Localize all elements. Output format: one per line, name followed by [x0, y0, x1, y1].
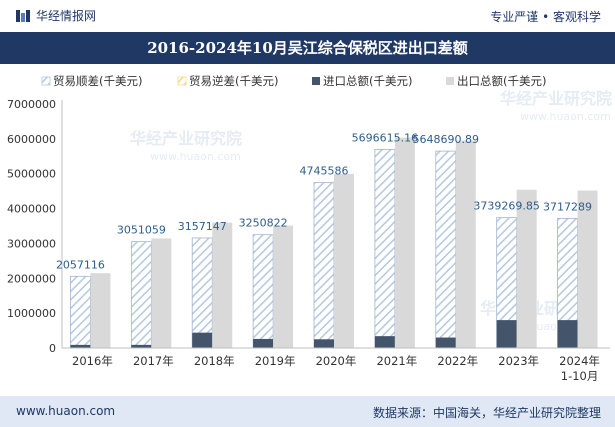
- y-tick-label: 1000000: [7, 307, 56, 320]
- x-tick-label: 2018年: [194, 354, 235, 368]
- surplus-bar: [191, 237, 213, 349]
- import-bar: [70, 344, 91, 348]
- chart-title: 2016-2024年10月吴江综合保税区进出口差额: [147, 39, 468, 57]
- brand: 华经情报网: [16, 7, 96, 24]
- top-bar: 华经情报网 专业严谨 • 客观科学: [0, 0, 615, 32]
- export-bar: [394, 137, 415, 348]
- export-bar: [334, 173, 354, 348]
- y-tick-label: 6000000: [7, 133, 56, 146]
- y-tick-label: 4000000: [7, 203, 56, 216]
- y-tick-label: 3000000: [7, 237, 56, 250]
- brand-logo-icon: [16, 9, 30, 22]
- data-label: 3051059: [117, 224, 166, 237]
- surplus-bar: [313, 182, 335, 349]
- bar-group: 3157147: [178, 220, 233, 349]
- data-label: 5648690.89: [413, 133, 479, 146]
- y-tick-label: 2000000: [7, 272, 56, 285]
- x-tick-label: 2019年: [255, 354, 296, 368]
- chart: 华经产业研究院 www.huaon.com 华经产业研究院 www.huaon.com…: [7, 74, 612, 383]
- y-tick-label: 7000000: [7, 98, 56, 111]
- brand-name: 华经情报网: [36, 9, 97, 23]
- x-tick-label: 2017年: [133, 354, 174, 368]
- bars: 2057116 3051059 3157147 3250822 4745586 56966…: [56, 131, 598, 349]
- bar-group: 3250822: [239, 217, 294, 349]
- y-tick-label: 0: [49, 342, 56, 355]
- x-tick-label: 2023年: [498, 354, 539, 368]
- watermark-url: www.huaon.com: [150, 150, 241, 163]
- tagline: 专业严谨 • 客观科学: [490, 10, 601, 24]
- x-axis: 2016年 2017年 2018年 2019年 2020年 2021年 2022年 2023年…: [62, 347, 610, 383]
- legend-swatch: [41, 76, 51, 86]
- watermark-text: 华经产业研究院: [500, 89, 612, 108]
- import-bar: [374, 336, 395, 348]
- import-bar: [253, 338, 274, 348]
- watermark-url: www.huaon.com: [520, 110, 611, 123]
- export-bar: [273, 225, 294, 348]
- import-bar: [192, 332, 213, 348]
- legend-swatch: [446, 77, 454, 85]
- data-label: 5696615.16: [352, 131, 418, 144]
- surplus-bar: [70, 275, 91, 349]
- x-tick-label: 2024年: [559, 354, 600, 368]
- export-bar: [516, 189, 537, 348]
- data-label: 3157147: [178, 220, 227, 233]
- surplus-bar: [130, 241, 152, 349]
- legend-label: 进口总额(千美元): [323, 74, 412, 88]
- data-label: 4745586: [300, 165, 349, 178]
- x-tick-label: 1-10月: [561, 369, 599, 383]
- footer-source: 数据来源：中国海关，华经产业研究院整理: [372, 406, 601, 420]
- data-label: 2057116: [56, 258, 105, 271]
- legend-swatch: [312, 77, 320, 85]
- x-tick-label: 2020年: [316, 354, 357, 368]
- import-bar: [435, 337, 456, 348]
- import-bar: [131, 344, 152, 348]
- bar-group: 5648690.89: [413, 133, 479, 349]
- bar-group: 4745586: [300, 165, 354, 349]
- legend: 贸易顺差(千美元) 贸易逆差(千美元) 进口总额(千美元) 出口总额(千美元): [41, 74, 546, 88]
- legend-label: 出口总额(千美元): [457, 74, 546, 88]
- x-tick-label: 2016年: [72, 354, 113, 368]
- surplus-bar: [435, 150, 457, 349]
- data-label: 3717289: [543, 200, 592, 213]
- data-label: 3739269.85: [473, 200, 539, 213]
- x-tick-label: 2021年: [376, 354, 417, 368]
- export-bar: [151, 238, 172, 348]
- bar-group: 5696615.16: [352, 131, 418, 349]
- export-bar: [577, 190, 598, 348]
- import-bar: [496, 320, 517, 348]
- bar-group: 3739269.85: [473, 189, 540, 349]
- bar-group: 3051059: [117, 224, 172, 349]
- bar-group: 2057116: [56, 258, 111, 349]
- data-label: 3250822: [239, 217, 288, 230]
- import-bar: [557, 320, 578, 348]
- footer: www.huaon.com 数据来源：中国海关，华经产业研究院整理: [0, 396, 615, 427]
- title-bar: 2016-2024年10月吴江综合保税区进出口差额: [0, 32, 615, 64]
- export-bar: [90, 273, 111, 348]
- surplus-bar: [374, 149, 396, 349]
- legend-swatch: [177, 76, 187, 86]
- legend-label: 贸易顺差(千美元): [53, 74, 142, 88]
- x-tick-label: 2022年: [437, 354, 478, 368]
- legend-label: 贸易逆差(千美元): [189, 74, 278, 88]
- surplus-bar: [252, 234, 274, 349]
- footer-website: www.huaon.com: [16, 404, 116, 418]
- watermark-text: 华经产业研究院: [130, 129, 242, 148]
- export-bar: [455, 140, 476, 348]
- export-bar: [212, 222, 233, 348]
- y-tick-label: 5000000: [7, 168, 56, 181]
- import-bar: [314, 339, 334, 348]
- y-axis: 0 1000000 2000000 3000000 4000000 5000000 6000…: [7, 98, 63, 355]
